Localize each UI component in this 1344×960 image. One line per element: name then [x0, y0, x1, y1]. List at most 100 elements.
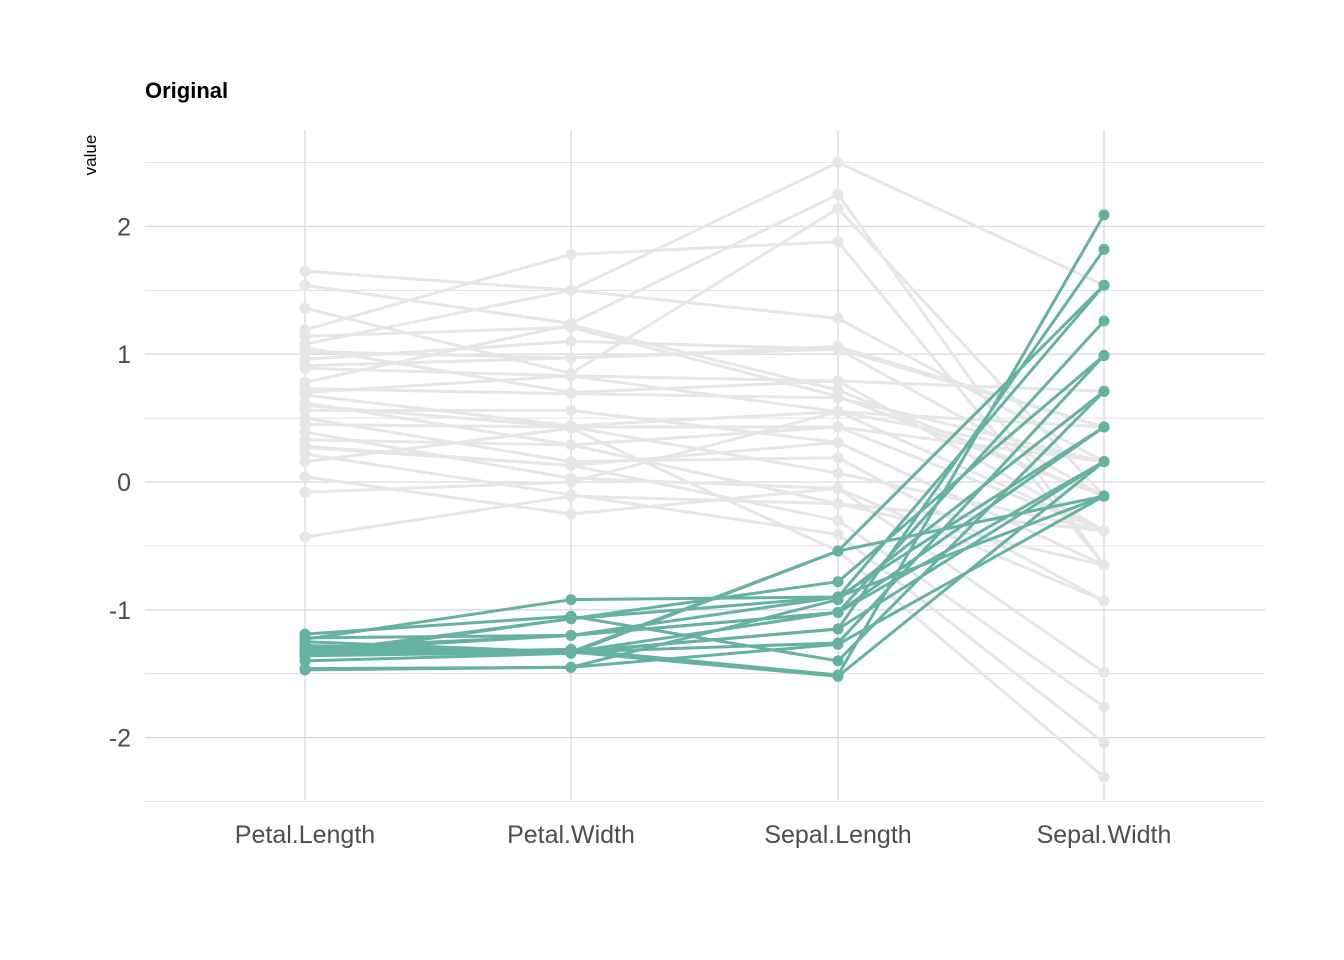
series-line	[304, 390, 1106, 663]
data-point	[1098, 385, 1110, 397]
series-line	[304, 452, 1105, 744]
series-line	[304, 425, 1105, 641]
data-point	[299, 640, 311, 652]
data-point	[832, 157, 844, 168]
y-tick-label: -1	[109, 597, 131, 625]
y-axis-label: value	[81, 135, 100, 176]
data-point	[565, 352, 577, 364]
series-line	[304, 494, 1105, 672]
series-line	[304, 207, 1106, 498]
data-point	[832, 421, 844, 433]
series-line	[304, 387, 1105, 464]
series-line	[304, 494, 1105, 655]
data-point	[832, 623, 844, 635]
data-point	[565, 508, 577, 520]
data-point	[299, 342, 311, 354]
data-point	[832, 606, 844, 618]
data-point	[565, 321, 577, 333]
series-line	[304, 494, 1105, 654]
data-point	[565, 594, 577, 606]
data-point	[299, 486, 311, 498]
data-point	[565, 613, 577, 625]
data-point	[1098, 559, 1110, 571]
data-point	[832, 528, 844, 540]
x-tick-labels: Petal.Length Petal.Width Sepal.Length Sepal…	[235, 821, 1172, 849]
data-point	[1098, 243, 1110, 255]
data-point	[565, 646, 577, 658]
data-point	[299, 471, 311, 483]
highlight-series	[299, 490, 1110, 659]
data-point	[565, 476, 577, 488]
data-point	[1098, 279, 1110, 291]
data-point	[1098, 595, 1110, 607]
x-tick-label: Petal.Width	[507, 821, 635, 849]
data-point	[1098, 666, 1110, 678]
data-point	[565, 490, 577, 502]
highlight-series	[299, 490, 1110, 676]
data-point	[1098, 525, 1110, 537]
data-point	[299, 330, 311, 342]
data-point	[299, 419, 311, 430]
data-point	[299, 279, 311, 291]
data-point	[1098, 737, 1110, 749]
data-point	[832, 390, 844, 402]
data-point	[299, 265, 311, 277]
series-line	[304, 403, 1105, 532]
y-tick-label: 2	[117, 213, 131, 241]
data-point	[832, 514, 844, 526]
data-point	[1098, 209, 1110, 221]
chart-title: Original	[145, 78, 228, 103]
series-line	[304, 240, 1106, 567]
series-line	[304, 426, 1105, 779]
y-tick-label: 0	[117, 469, 131, 497]
background-series	[299, 436, 1110, 571]
series-line	[304, 366, 1105, 532]
data-point	[299, 664, 311, 676]
series-line	[304, 192, 1106, 566]
data-point	[832, 436, 844, 448]
data-point	[832, 312, 844, 324]
data-point	[299, 302, 311, 314]
series-line	[304, 438, 1105, 567]
data-point	[832, 545, 844, 557]
data-point	[832, 482, 844, 494]
data-point	[1098, 421, 1110, 433]
data-point	[1098, 350, 1110, 361]
series-line	[304, 288, 1105, 463]
data-point	[299, 399, 311, 411]
data-point	[299, 387, 311, 398]
data-point	[299, 456, 311, 468]
series-line	[304, 161, 1105, 292]
data-point	[565, 459, 577, 471]
data-point	[565, 370, 577, 382]
highlight-series-group	[299, 209, 1110, 682]
data-point	[1098, 771, 1110, 783]
data-point	[1098, 490, 1110, 502]
data-point	[832, 203, 844, 214]
highlight-series	[299, 279, 1110, 644]
series-line	[304, 460, 1105, 653]
series-line	[304, 346, 1105, 394]
data-point	[832, 236, 844, 248]
data-point	[832, 498, 844, 510]
series-line	[304, 416, 1105, 603]
data-point	[565, 439, 577, 451]
series-line	[304, 354, 1106, 654]
data-point	[565, 249, 577, 260]
data-point	[832, 406, 844, 418]
y-tick-label: 1	[117, 341, 131, 369]
data-point	[565, 404, 577, 416]
x-tick-label: Petal.Length	[235, 821, 375, 849]
data-point	[299, 360, 311, 372]
data-point	[299, 426, 311, 438]
data-point	[832, 375, 844, 387]
data-point	[832, 467, 844, 479]
data-point	[832, 341, 844, 352]
y-tick-labels: -2 -1 0 1 2	[109, 213, 131, 752]
data-point	[1098, 315, 1110, 327]
data-point	[299, 440, 311, 452]
background-series-group	[299, 157, 1110, 783]
y-tick-label: -2	[109, 725, 131, 753]
data-point	[832, 188, 844, 200]
